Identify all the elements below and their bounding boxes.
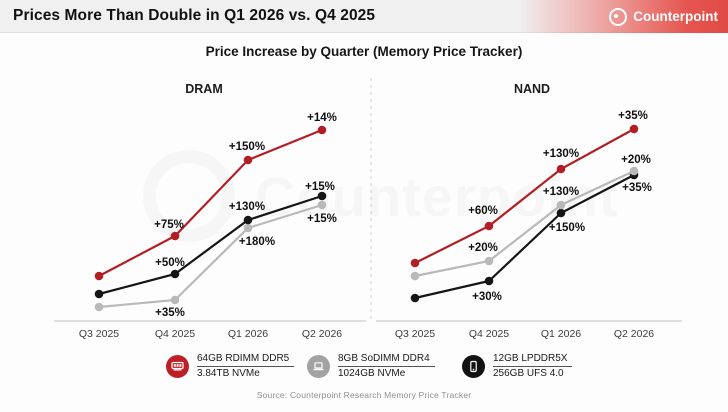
legend-line2: 3.84TB NVMe (197, 368, 260, 379)
svg-text:+20%: +20% (468, 242, 498, 254)
legend-label: 8GB SoDIMM DDR4 1024GB NVMe (338, 353, 435, 379)
svg-text:+60%: +60% (468, 205, 498, 217)
svg-text:+14%: +14% (307, 112, 337, 124)
header-bar: Prices More Than Double in Q1 2026 vs. Q… (0, 0, 728, 33)
source-note: Source: Counterpoint Research Memory Pri… (256, 390, 472, 400)
legend-line1: 64GB RDIMM DDR5 (197, 353, 295, 367)
legend-item-pc: 8GB SoDIMM DDR4 1024GB NVMe (307, 353, 435, 379)
svg-text:+130%: +130% (543, 148, 579, 160)
chart-subtitle: Price Increase by Quarter (Memory Price … (205, 44, 523, 59)
svg-text:+50%: +50% (155, 257, 185, 269)
svg-text:Q2 2026: Q2 2026 (614, 328, 654, 340)
svg-text:Q1 2026: Q1 2026 (541, 328, 581, 340)
legend-line2: 1024GB NVMe (338, 368, 406, 379)
svg-text:+35%: +35% (622, 182, 652, 194)
server-ram-icon (166, 354, 189, 378)
svg-text:Q1 2026: Q1 2026 (228, 328, 268, 340)
svg-text:+35%: +35% (618, 110, 648, 122)
svg-text:+130%: +130% (229, 201, 265, 213)
svg-text:+150%: +150% (229, 141, 265, 153)
brand-name: Counterpoint (633, 9, 718, 24)
svg-text:+150%: +150% (549, 222, 585, 234)
smartphone-icon (462, 354, 485, 378)
chart-title-nand: NAND (513, 82, 551, 96)
legend: 64GB RDIMM DDR5 3.84TB NVMe 8GB SoDIMM D… (0, 353, 728, 385)
svg-text:+15%: +15% (307, 213, 337, 225)
counterpoint-logo-icon (609, 7, 628, 26)
svg-text:+35%: +35% (155, 307, 185, 319)
svg-text:+180%: +180% (239, 236, 275, 248)
legend-item-server: 64GB RDIMM DDR5 3.84TB NVMe (166, 353, 295, 379)
svg-text:+75%: +75% (154, 219, 184, 231)
legend-label: 64GB RDIMM DDR5 3.84TB NVMe (197, 353, 295, 379)
legend-item-smartphone: 12GB LPDDR5X 256GB UFS 4.0 (462, 353, 573, 379)
legend-label: 12GB LPDDR5X 256GB UFS 4.0 (493, 353, 573, 379)
svg-text:+15%: +15% (305, 181, 335, 193)
svg-text:Q4 2025: Q4 2025 (469, 328, 509, 340)
svg-text:+30%: +30% (472, 291, 502, 303)
legend-line2: 256GB UFS 4.0 (493, 368, 564, 379)
svg-text:Q3 2025: Q3 2025 (395, 328, 435, 340)
svg-text:+130%: +130% (543, 186, 579, 198)
laptop-icon (307, 354, 330, 378)
legend-line1: 12GB LPDDR5X (493, 353, 573, 367)
page-title: Prices More Than Double in Q1 2026 vs. Q… (13, 7, 376, 24)
chart-title-dram: DRAM (185, 82, 223, 96)
brand-logo: Counterpoint (518, 0, 728, 33)
svg-text:Q3 2025: Q3 2025 (79, 328, 119, 340)
legend-line1: 8GB SoDIMM DDR4 (338, 353, 435, 367)
svg-text:Q4 2025: Q4 2025 (155, 328, 195, 340)
svg-text:+20%: +20% (621, 154, 651, 166)
svg-text:Q2 2026: Q2 2026 (302, 328, 342, 340)
